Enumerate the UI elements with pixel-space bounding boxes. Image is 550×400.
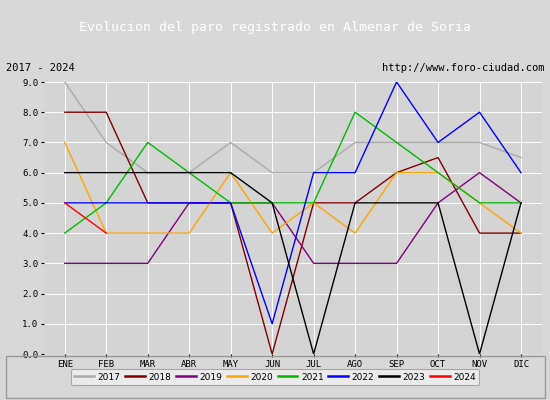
Text: http://www.foro-ciudad.com: http://www.foro-ciudad.com	[382, 63, 544, 73]
Legend: 2017, 2018, 2019, 2020, 2021, 2022, 2023, 2024: 2017, 2018, 2019, 2020, 2021, 2022, 2023…	[70, 369, 480, 385]
Text: 2017 - 2024: 2017 - 2024	[6, 63, 74, 73]
Text: Evolucion del paro registrado en Almenar de Soria: Evolucion del paro registrado en Almenar…	[79, 20, 471, 34]
